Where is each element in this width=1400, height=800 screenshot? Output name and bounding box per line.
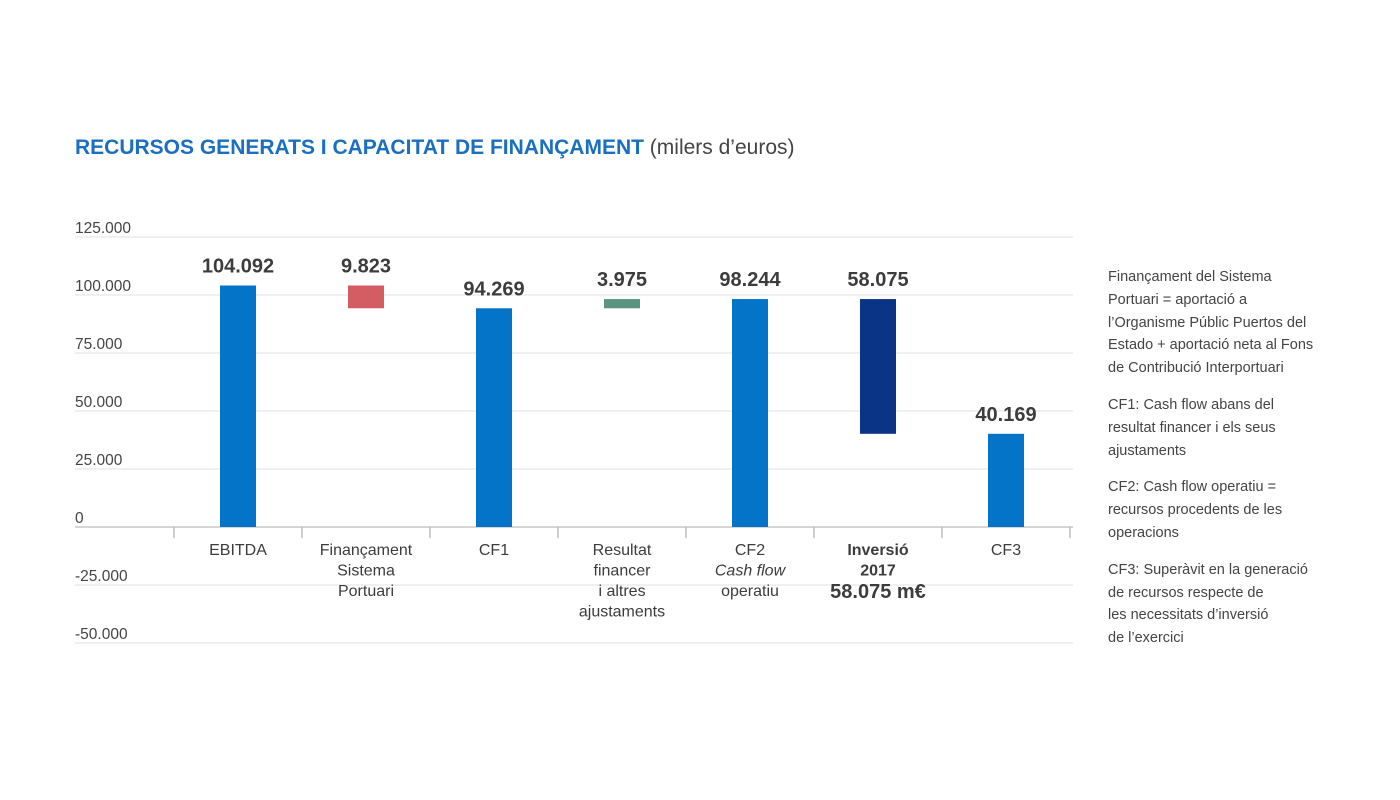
chart-title-unit: (milers d’euros) (649, 136, 795, 159)
category-label: 2017 (860, 563, 896, 580)
category-label: Finançament (320, 542, 413, 559)
note-cf2: CF2: Cash flow operatiu = recursos proce… (1108, 479, 1283, 541)
bar-value-label: 3.975 (597, 269, 647, 291)
bar-value-label: 104.092 (202, 255, 274, 277)
y-tick-label: -25.000 (75, 568, 128, 585)
waterfall-chart: 125.000 100.000 75.000 50.000 25.000 0 -25.000… (75, 220, 1073, 644)
category-label: CF2 (735, 542, 765, 559)
category-label: EBITDA (209, 542, 267, 559)
bar (348, 285, 384, 309)
category-label: i altres (598, 583, 645, 600)
y-tick-label: 125.000 (75, 220, 131, 237)
notes-panel: Finançament del Sistema Portuari = aport… (1108, 266, 1348, 664)
bar-value-label: 58.075 (847, 269, 908, 291)
chart-title: RECURSOS GENERATS I CAPACITAT DE FINANÇA… (75, 136, 795, 160)
bar (604, 299, 640, 309)
note-cf3: CF3: Superàvit en la generació de recurs… (1108, 561, 1308, 647)
bar (220, 285, 256, 527)
y-tick-label: 100.000 (75, 278, 131, 295)
bar-value-label: 9.823 (341, 255, 391, 277)
category-label: CF3 (991, 542, 1021, 559)
category-label: Cash flow (715, 563, 787, 580)
bar-value-label: 94.269 (463, 278, 524, 300)
y-tick-label: 75.000 (75, 336, 123, 353)
chart-title-main: RECURSOS GENERATS I CAPACITAT DE FINANÇA… (75, 136, 644, 159)
category-label: Resultat (593, 542, 652, 559)
y-tick-label: -50.000 (75, 626, 128, 643)
y-tick-label: 0 (75, 510, 84, 527)
note-financament: Finançament del Sistema Portuari = aport… (1108, 269, 1314, 377)
bar-value-label: 98.244 (719, 269, 781, 291)
category-total-label: 58.075 m€ (830, 581, 926, 603)
category-label: ajustaments (579, 604, 665, 621)
category-label: financer (594, 563, 652, 580)
category-label: Portuari (338, 583, 394, 600)
category-label: Sistema (337, 563, 395, 580)
bar (732, 299, 768, 527)
y-tick-label: 50.000 (75, 394, 123, 411)
bar (476, 308, 512, 527)
category-label: Inversió (847, 542, 909, 559)
category-label: CF1 (479, 542, 509, 559)
category-label: operatiu (721, 583, 779, 600)
y-tick-label: 25.000 (75, 452, 123, 469)
note-cf1: CF1: Cash flow abans del resultat financ… (1108, 396, 1276, 459)
bar-value-label: 40.169 (975, 404, 1036, 426)
bar (988, 433, 1024, 527)
bar (860, 299, 896, 434)
